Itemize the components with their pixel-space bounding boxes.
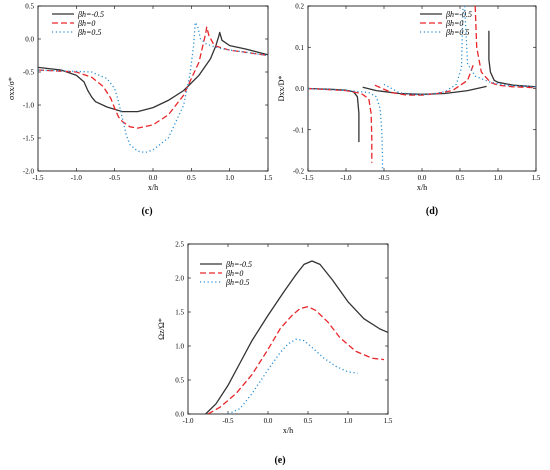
x-axis-label: x/h xyxy=(148,183,158,192)
y-tick-label: -1.0 xyxy=(23,102,35,110)
y-tick-label: 0.5 xyxy=(175,377,184,385)
y-tick-label: 2.5 xyxy=(175,241,184,249)
series-line xyxy=(227,338,358,414)
y-tick-label: 0.0 xyxy=(25,36,34,44)
y-axis-label: Dxx/D* xyxy=(277,76,286,102)
panel-label: (c) xyxy=(141,206,152,217)
series-line xyxy=(38,26,268,129)
x-tick-label: 0.0 xyxy=(149,174,158,182)
y-tick-label: 1.5 xyxy=(175,309,184,317)
series-line xyxy=(38,21,268,154)
x-tick-label: 1.0 xyxy=(344,417,353,425)
x-tick-label: -1.0 xyxy=(71,174,83,182)
x-tick-label: 0.5 xyxy=(304,417,313,425)
x-tick-label: 0.5 xyxy=(187,174,196,182)
x-tick-label: 0.5 xyxy=(456,174,465,182)
x-tick-label: -0.5 xyxy=(378,174,390,182)
y-tick-label: -2.0 xyxy=(23,168,35,176)
series-line xyxy=(374,63,475,96)
plot-frame xyxy=(37,5,269,172)
y-axis-label: Ωz/Ω* xyxy=(157,318,166,340)
y-tick-label: -0.2 xyxy=(293,168,305,176)
y-axis-label: σxx/σ* xyxy=(7,77,16,100)
y-tick-label: -0.5 xyxy=(23,69,35,77)
x-tick-label: -0.5 xyxy=(222,417,234,425)
x-tick-label: 1.0 xyxy=(494,174,503,182)
series-line xyxy=(205,260,388,414)
legend-label: βh=0.5 xyxy=(445,28,469,37)
legend-label: βh=-0.5 xyxy=(225,260,252,269)
legend-label: βh=0 xyxy=(445,19,463,28)
y-tick-label: 0.0 xyxy=(175,411,184,419)
series-line xyxy=(308,87,384,171)
series-line xyxy=(38,31,268,113)
x-tick-label: -1.5 xyxy=(32,174,44,182)
plot-frame xyxy=(307,5,537,172)
y-tick-label: -0.1 xyxy=(293,126,305,134)
x-axis-label: x/h xyxy=(417,183,427,192)
panel-e: -1.0 -0.5 0.0 0.5 1.0 1.5 0.0 0.5 1.0 1.5 2.0 2.5 x/… xyxy=(157,241,393,467)
series-line xyxy=(474,6,536,89)
legend-label: βh=-0.5 xyxy=(445,10,472,19)
panel-c: -1.5 -1.0 -0.5 0.0 0.5 1.0 1.5-2.0-1.5-1.0-0.5… xyxy=(7,3,273,218)
series-line xyxy=(362,85,487,95)
x-tick-label: 1.5 xyxy=(384,417,393,425)
y-tick-label: -1.5 xyxy=(23,135,35,143)
legend-label: βh=-0.5 xyxy=(77,10,104,19)
legend-label: βh=0 xyxy=(225,269,243,278)
y-tick-label: 0.2 xyxy=(295,3,304,11)
x-tick-label: 0.0 xyxy=(418,174,427,182)
panel-d: -1.5 -1.0 -0.5 0.0 0.5 1.0 1.5 -0.2 -0.1 0.0 0.1 0.… xyxy=(277,3,541,218)
panel-label: (e) xyxy=(274,455,285,466)
x-tick-label: -1.5 xyxy=(302,174,314,182)
x-axis-label: x/h xyxy=(283,426,293,435)
legend-label: βh=0 xyxy=(77,19,95,28)
legend-label: βh=0.5 xyxy=(225,278,249,287)
series-line xyxy=(308,87,360,143)
panel-label: (d) xyxy=(426,206,438,217)
series-line xyxy=(308,87,373,163)
y-tick-label: 0.0 xyxy=(295,85,304,93)
series-line xyxy=(463,6,536,88)
plot-frame xyxy=(187,243,389,415)
legend-label: βh=0.5 xyxy=(77,28,101,37)
x-tick-label: 0.0 xyxy=(264,417,273,425)
x-tick-label: 1.0 xyxy=(225,174,234,182)
y-tick-label: 2.0 xyxy=(175,275,184,283)
x-tick-label: 1.5 xyxy=(532,174,541,182)
series-line xyxy=(488,30,536,88)
y-tick-label: 1.0 xyxy=(175,343,184,351)
x-tick-label: -1.0 xyxy=(182,417,194,425)
x-tick-label: -1.0 xyxy=(340,174,352,182)
x-tick-label: 1.5 xyxy=(264,174,273,182)
x-tick-label: -0.5 xyxy=(109,174,121,182)
y-tick-label: 0.1 xyxy=(295,44,304,52)
y-tick-label: 0.5 xyxy=(25,3,34,11)
series-line xyxy=(207,305,385,414)
series-line xyxy=(383,6,464,96)
